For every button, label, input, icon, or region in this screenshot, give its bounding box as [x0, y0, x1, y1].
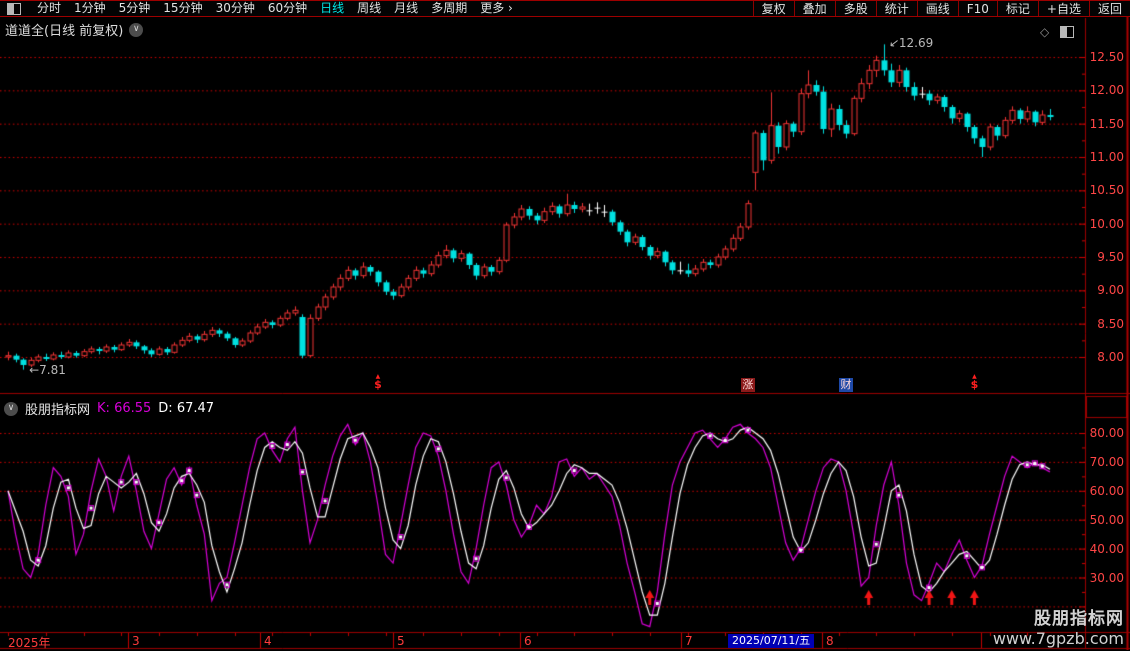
tab-日线[interactable]: 日线	[320, 1, 345, 15]
price-axis-label: 8.50	[1097, 316, 1124, 331]
k-value-readout: K: 66.55	[97, 401, 152, 416]
indicator-axis-label: 70.00	[1089, 454, 1124, 469]
selected-date-box: 2025/07/11/五	[728, 634, 815, 648]
watermark: 股朋指标网 www.7gpzb.com	[993, 604, 1124, 648]
x-axis-year-label: 2025年	[8, 636, 51, 650]
price-axis-label: 9.00	[1097, 283, 1124, 298]
arrow-left-icon: ←	[29, 363, 40, 377]
price-axis-label: 11.00	[1089, 149, 1124, 164]
tab-周线[interactable]: 周线	[357, 1, 382, 15]
price-axis-label: 8.00	[1097, 349, 1124, 364]
event-badge-涨: 涨	[740, 378, 755, 392]
event-badge-财: 财	[839, 378, 854, 392]
page-title[interactable]: 道道全(日线 前复权)	[5, 24, 124, 39]
high-price-annotation: ←12.69	[885, 34, 934, 52]
chevron-down-icon[interactable]: ∨	[129, 22, 144, 37]
indicator-axis-label: 80.00	[1089, 426, 1124, 440]
dividend-dollar-icon: ▲ $	[374, 373, 382, 391]
window-split-icon[interactable]	[7, 2, 21, 15]
low-price-annotation: ←7.81	[29, 363, 66, 377]
indicator-axis-label: 60.00	[1089, 483, 1124, 498]
indicator-axis-label: 40.00	[1089, 541, 1124, 556]
d-value-readout: D: 67.47	[158, 401, 215, 416]
price-axis-label: 9.50	[1097, 249, 1124, 264]
indicator-source-label: 股朋指标网	[25, 403, 91, 418]
top-toolbar: 分时 1分钟 5分钟 15分钟 30分钟 60分钟 日线 周线 月线 多周期 更多 › 复权 叠加多…	[0, 0, 1130, 17]
tab-5分钟[interactable]: 5分钟	[118, 1, 151, 15]
more-label: 更多	[480, 1, 505, 15]
chevron-right-icon: ›	[508, 1, 513, 15]
x-axis-month-label: 5	[397, 634, 405, 648]
period-menu: 分时 1分钟 5分钟 15分钟 30分钟 60分钟 日线 周线 月线 多周期 更多 ›	[0, 1, 753, 16]
indicator-axis-label: 50.00	[1089, 512, 1124, 527]
price-axis-label: 12.50	[1089, 50, 1124, 64]
window-corner-icons: ◇	[1040, 25, 1077, 39]
price-axis-label: 10.50	[1089, 183, 1124, 198]
chevron-down-icon[interactable]: ∨	[4, 401, 18, 416]
tab-30分钟[interactable]: 30分钟	[215, 1, 255, 15]
period-menu-items: 分时 1分钟 5分钟 15分钟 30分钟 60分钟 日线 周线 月线 多周期	[37, 1, 467, 16]
toolbar-button-复权[interactable]: 复权	[752, 1, 794, 16]
menu-item-more[interactable]: 更多 ›	[480, 1, 513, 16]
price-axis-label: 10.00	[1089, 216, 1124, 231]
indicator-axis-label: 30.00	[1089, 570, 1124, 585]
tab-分时[interactable]: 分时	[37, 1, 62, 15]
price-axis-label: 12.00	[1089, 83, 1124, 98]
chart-title-row: 道道全(日线 前复权) ∨	[5, 20, 144, 39]
tab-60分钟[interactable]: 60分钟	[267, 1, 308, 15]
toolbar-button-标记[interactable]: 标记	[996, 1, 1038, 16]
x-axis-month-label: 8	[826, 634, 834, 648]
indicator-header: ∨ 股朋指标网 K: 66.55 D: 67.47	[4, 399, 214, 418]
toolbar-button-画线[interactable]: 画线	[916, 1, 958, 16]
toolbar-button-F10[interactable]: F10	[957, 1, 997, 16]
price-axis-label: 11.50	[1089, 116, 1124, 131]
tool-menu: 复权 叠加 多股 统计 画线 F10 标记 +自选 返回	[752, 1, 1130, 16]
tab-15分钟[interactable]: 15分钟	[163, 1, 203, 15]
toolbar-button-叠加[interactable]: 叠加	[793, 1, 835, 16]
toolbar-button-+自选[interactable]: +自选	[1037, 1, 1089, 16]
toolbar-button-统计[interactable]: 统计	[875, 1, 917, 16]
x-axis-month-label: 4	[264, 634, 272, 648]
toolbar-button-返回[interactable]: 返回	[1088, 1, 1130, 16]
tab-多周期[interactable]: 多周期	[431, 1, 468, 15]
diamond-icon[interactable]: ◇	[1040, 25, 1050, 39]
toolbar-button-多股[interactable]: 多股	[834, 1, 876, 16]
x-axis-month-label: 6	[524, 634, 532, 648]
x-axis-month-label: 7	[685, 634, 693, 648]
tab-月线[interactable]: 月线	[394, 1, 419, 15]
x-axis-month-label: 3	[132, 634, 140, 648]
watermark-url: www.7gpzb.com	[992, 629, 1124, 648]
tab-1分钟[interactable]: 1分钟	[74, 1, 106, 15]
dividend-dollar-icon: ▲ $	[970, 373, 979, 391]
split-pane-icon[interactable]	[1060, 26, 1075, 38]
watermark-site-name: 股朋指标网	[1034, 609, 1124, 629]
